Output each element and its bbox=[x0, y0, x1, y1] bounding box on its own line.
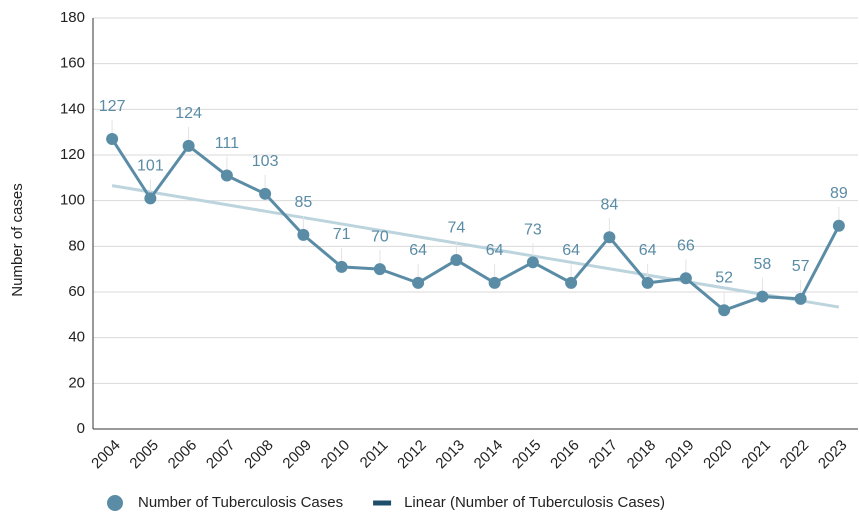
data-label: 57 bbox=[792, 258, 810, 275]
point bbox=[603, 231, 616, 244]
x-tick-label: 2014 bbox=[471, 437, 507, 473]
x-tick-label: 2006 bbox=[165, 437, 201, 473]
point bbox=[106, 133, 119, 146]
point bbox=[297, 228, 310, 241]
point bbox=[718, 304, 731, 317]
legend-swatch bbox=[373, 500, 392, 506]
point bbox=[794, 292, 807, 305]
point bbox=[526, 256, 539, 269]
x-tick-label: 2004 bbox=[88, 437, 124, 473]
point bbox=[259, 187, 272, 200]
x-tick-label: 2023 bbox=[815, 437, 851, 473]
x-tick-label: 2013 bbox=[432, 437, 468, 473]
data-label: 89 bbox=[830, 185, 848, 202]
data-label: 103 bbox=[252, 153, 279, 170]
data-label: 58 bbox=[753, 256, 771, 273]
x-tick-label: 2011 bbox=[357, 437, 392, 472]
legend-swatch bbox=[107, 495, 123, 511]
y-tick-label: 20 bbox=[68, 374, 85, 391]
x-tick-label: 2015 bbox=[509, 437, 545, 473]
point bbox=[144, 192, 157, 205]
y-tick-label: 100 bbox=[60, 192, 85, 209]
data-label: 64 bbox=[409, 242, 427, 259]
x-tick-label: 2019 bbox=[662, 437, 698, 473]
point bbox=[220, 169, 233, 182]
series-line bbox=[110, 138, 841, 312]
x-tick-label: 2018 bbox=[624, 437, 660, 473]
data-label: 70 bbox=[371, 228, 389, 245]
point bbox=[756, 290, 769, 303]
y-tick-label: 0 bbox=[77, 420, 85, 437]
data-label: 111 bbox=[215, 135, 239, 152]
data-label: 64 bbox=[639, 242, 657, 259]
data-label: 74 bbox=[447, 219, 465, 236]
x-tick-label: 2005 bbox=[126, 437, 162, 473]
x-tick-label: 2010 bbox=[318, 437, 354, 473]
point bbox=[832, 219, 845, 232]
data-label: 127 bbox=[99, 98, 126, 115]
legend-label: Number of Tuberculosis Cases bbox=[138, 494, 343, 511]
point bbox=[450, 254, 463, 267]
x-tick-label: 2012 bbox=[394, 437, 430, 473]
x-tick-label: 2009 bbox=[279, 437, 315, 473]
y-tick-label: 120 bbox=[60, 146, 85, 163]
x-tick-label: 2017 bbox=[585, 437, 621, 473]
point bbox=[412, 276, 425, 289]
point bbox=[488, 276, 501, 289]
point bbox=[335, 260, 348, 273]
y-tick-label: 60 bbox=[68, 283, 85, 300]
x-tick-label: 2022 bbox=[777, 437, 813, 473]
point bbox=[565, 276, 578, 289]
y-tick-label: 180 bbox=[60, 9, 85, 26]
point bbox=[641, 276, 654, 289]
y-tick-label: 140 bbox=[60, 100, 85, 117]
data-label: 124 bbox=[175, 105, 202, 122]
data-label: 85 bbox=[294, 194, 312, 211]
data-label: 64 bbox=[486, 242, 504, 259]
data-label: 73 bbox=[524, 222, 542, 239]
y-tick-label: 160 bbox=[60, 55, 85, 72]
y-tick-label: 80 bbox=[68, 237, 85, 254]
x-tick-label: 2020 bbox=[700, 437, 736, 473]
x-tick-label: 2007 bbox=[203, 437, 239, 473]
legend-label: Linear (Number of Tuberculosis Cases) bbox=[404, 494, 665, 511]
x-tick-label: 2008 bbox=[241, 437, 277, 473]
data-label: 52 bbox=[715, 269, 733, 286]
y-tick-label: 40 bbox=[68, 329, 85, 346]
trendline bbox=[111, 184, 840, 309]
point bbox=[679, 272, 692, 285]
data-label: 71 bbox=[333, 226, 351, 243]
x-tick-label: 2016 bbox=[547, 437, 583, 473]
point bbox=[373, 263, 386, 276]
y-axis-title: Number of cases bbox=[9, 183, 26, 296]
data-label: 84 bbox=[600, 196, 618, 213]
point bbox=[182, 139, 195, 152]
data-label: 66 bbox=[677, 238, 695, 255]
x-tick-label: 2021 bbox=[738, 437, 774, 473]
data-label: 64 bbox=[562, 242, 580, 259]
data-label: 101 bbox=[137, 158, 164, 175]
